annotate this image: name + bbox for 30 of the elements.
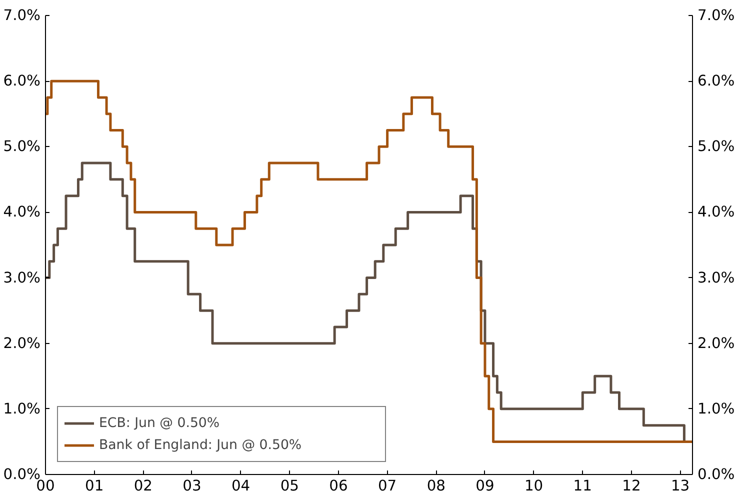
y2-tick-label: 6.0% xyxy=(698,72,735,90)
x-tick-label: 13 xyxy=(670,478,690,493)
y2-tick-label: 5.0% xyxy=(698,138,735,156)
y2-tick-label: 0.0% xyxy=(698,466,735,483)
y2-tick-label: 1.0% xyxy=(698,400,735,418)
y2-tick-label: 4.0% xyxy=(698,204,735,221)
x-tick-label: 07 xyxy=(378,478,397,493)
y-tick-label: 1.0% xyxy=(3,400,41,418)
y2-tick-label: 3.0% xyxy=(698,269,735,286)
y-tick-label: 3.0% xyxy=(3,269,41,286)
legend-label: ECB: Jun @ 0.50% xyxy=(99,416,221,430)
x-tick-label: 08 xyxy=(426,478,446,493)
x-tick-label: 03 xyxy=(182,478,202,493)
x-tick-label: 05 xyxy=(280,478,299,493)
y-tick-label: 4.0% xyxy=(3,204,41,221)
x-tick-label: 02 xyxy=(134,478,152,493)
x-tick-label: 10 xyxy=(524,478,544,493)
y2-tick-label: 2.0% xyxy=(698,334,735,352)
x-tick-label: 12 xyxy=(622,478,641,493)
y-tick-label: 2.0% xyxy=(3,334,41,352)
x-tick-label: 06 xyxy=(329,478,348,493)
y-tick-label: 6.0% xyxy=(3,72,41,90)
x-tick-label: 04 xyxy=(231,478,250,493)
y-tick-label: 5.0% xyxy=(3,138,41,156)
legend-label: Bank of England: Jun @ 0.50% xyxy=(99,438,303,452)
x-tick-label: 09 xyxy=(476,478,494,493)
y2-tick-label: 7.0% xyxy=(698,7,735,24)
x-tick-label: 11 xyxy=(573,478,592,493)
y-tick-label: 7.0% xyxy=(3,7,41,24)
x-tick-label: 01 xyxy=(85,478,104,493)
